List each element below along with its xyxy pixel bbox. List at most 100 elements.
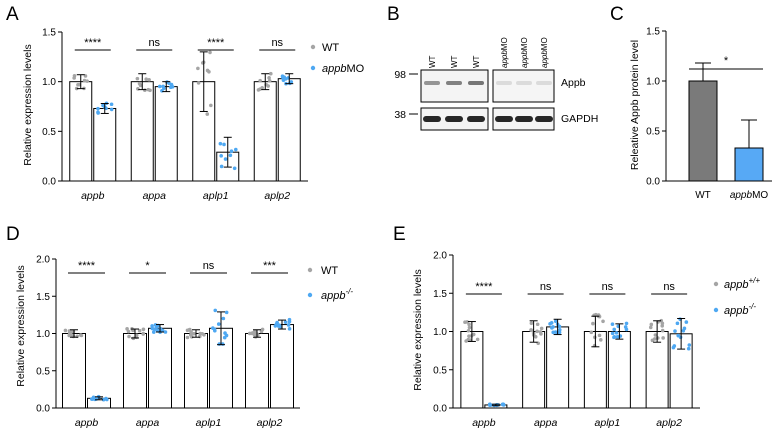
data-point xyxy=(660,324,665,328)
data-point xyxy=(592,335,597,340)
data-point xyxy=(610,331,615,336)
data-point xyxy=(557,327,562,332)
data-point xyxy=(212,327,217,332)
data-point xyxy=(676,333,681,338)
band-gapdh xyxy=(445,116,463,122)
data-point xyxy=(146,87,151,92)
data-point xyxy=(553,319,558,324)
data-point xyxy=(653,333,658,337)
data-point xyxy=(267,76,271,80)
x-tick-label: aplp2 xyxy=(264,190,290,202)
band-gapdh xyxy=(515,116,533,122)
data-point xyxy=(90,397,94,401)
band-appb xyxy=(496,81,512,85)
significance-label: ns xyxy=(148,37,160,49)
x-tick-label: aplp1 xyxy=(203,190,229,202)
data-point xyxy=(196,66,200,71)
lane-label: appbMO xyxy=(500,37,509,68)
bar xyxy=(270,324,294,409)
data-point xyxy=(475,337,480,342)
data-point xyxy=(147,78,151,82)
blot-box-appb-mo xyxy=(492,69,555,103)
data-point xyxy=(105,397,109,402)
data-point xyxy=(192,331,196,336)
legend-marker xyxy=(307,267,313,273)
data-point xyxy=(652,337,657,341)
legend-label-e-2: appb-/- xyxy=(724,302,756,317)
data-point xyxy=(268,71,273,76)
lane-label: appbMO xyxy=(520,37,529,68)
band-gapdh xyxy=(495,116,513,122)
significance-label: **** xyxy=(475,281,493,293)
band-gapdh xyxy=(535,116,553,122)
data-point xyxy=(686,346,691,351)
data-point xyxy=(648,325,653,330)
data-point xyxy=(660,321,665,326)
data-point xyxy=(125,327,129,331)
data-point xyxy=(96,106,100,111)
y-tick-label: 0.0 xyxy=(36,404,50,415)
panel-letter-b: B xyxy=(387,4,400,25)
band-appb xyxy=(516,81,532,85)
bar xyxy=(154,86,178,182)
data-point xyxy=(463,320,467,324)
data-point xyxy=(169,82,174,87)
data-point xyxy=(161,84,165,89)
x-tick-label: appb xyxy=(75,417,99,429)
data-point xyxy=(208,50,212,55)
data-point xyxy=(135,76,140,81)
data-point xyxy=(467,334,471,338)
data-point xyxy=(213,308,218,313)
data-point xyxy=(597,333,602,338)
bar xyxy=(253,81,277,182)
data-point xyxy=(273,324,278,328)
significance-label: ns xyxy=(602,281,614,293)
data-point xyxy=(614,331,619,335)
band-appb xyxy=(424,81,440,85)
band-gapdh xyxy=(467,116,485,122)
data-point xyxy=(127,334,131,339)
data-point xyxy=(551,330,556,335)
legend-label-d-2: appb-/- xyxy=(321,287,353,302)
bar xyxy=(688,80,718,182)
significance-label: **** xyxy=(78,260,96,272)
legend-marker xyxy=(713,307,719,313)
x-tick-label: appb xyxy=(81,190,105,202)
marker-label-38: 38 xyxy=(394,109,406,121)
panel-letter-a: A xyxy=(6,4,19,25)
y-tick-label: 0.0 xyxy=(646,177,660,188)
data-point xyxy=(466,328,471,333)
data-point xyxy=(467,322,471,327)
x-tick-label: aplp1 xyxy=(595,417,621,429)
bar xyxy=(93,107,117,182)
data-point xyxy=(144,77,149,82)
data-point xyxy=(79,333,84,338)
data-point xyxy=(529,321,534,326)
data-point xyxy=(224,310,229,315)
data-point xyxy=(539,332,543,336)
data-point xyxy=(134,333,139,338)
y-axis-label-a: Relative expression levels xyxy=(22,44,34,165)
significance-label: **** xyxy=(84,37,102,49)
significance-label: ns xyxy=(540,281,552,293)
data-point xyxy=(612,327,617,332)
bar xyxy=(245,333,269,409)
data-point xyxy=(101,397,106,402)
data-point xyxy=(539,326,544,331)
data-point xyxy=(233,147,238,152)
y-tick-label: 1.5 xyxy=(433,289,447,300)
chart-panel-e: Relative expression levels appb+/+ appb-… xyxy=(412,251,760,430)
x-tick-label: aplp2 xyxy=(257,417,283,429)
data-point xyxy=(267,79,272,83)
bar xyxy=(123,333,147,409)
bar xyxy=(460,331,484,409)
significance-label: *** xyxy=(263,260,277,272)
x-tick-label: appa xyxy=(143,190,167,202)
y-tick-label: 2.0 xyxy=(433,251,447,262)
x-tick-label: WT xyxy=(695,190,711,201)
significance-label: **** xyxy=(207,37,225,49)
significance-label: * xyxy=(145,260,150,272)
legend-label-a-1: WT xyxy=(322,42,339,54)
data-point xyxy=(207,69,211,74)
y-tick-label: 0.5 xyxy=(433,365,447,376)
